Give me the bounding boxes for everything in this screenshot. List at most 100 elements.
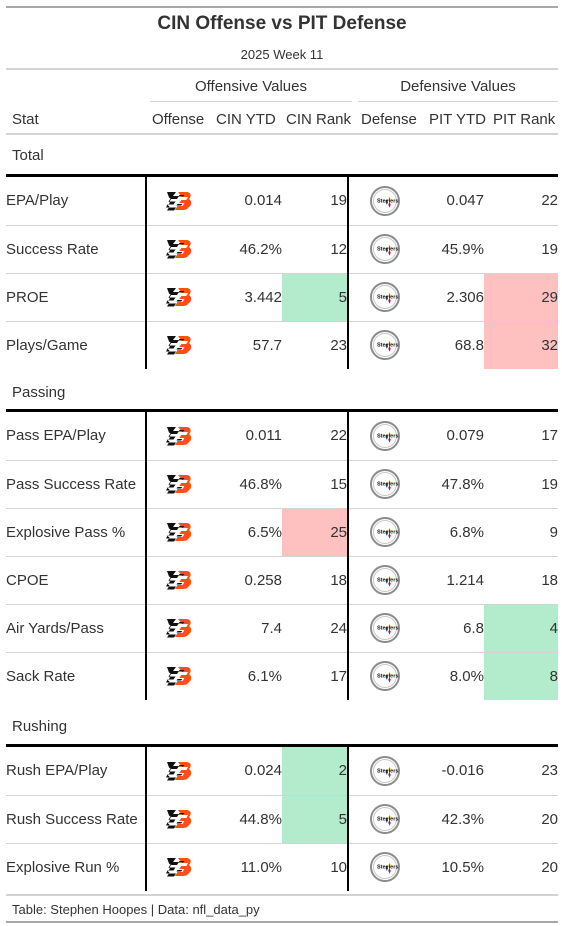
table-row: Pass Success Rate 46.8% 15 Steelers 47.8% 19 [6,460,558,509]
defense-logo-cell: Steelers [347,508,420,557]
cin-ytd-cell: 0.258 [210,556,282,605]
table-row: CPOE 0.258 18 Steelers 1.214 18 [6,556,558,605]
pit-ytd-cell: 45.9% [420,225,484,274]
offense-logo-cell [145,412,210,461]
pit-ytd-cell: 1.214 [420,556,484,605]
bengals-logo-icon [165,761,191,781]
cin-ytd-cell: 3.442 [210,273,282,322]
svg-text:Steelers: Steelers [377,433,398,439]
stat-name-cell: Plays/Game [6,336,88,354]
table-row: Air Yards/Pass 7.4 24 Steelers 6.8 4 [6,604,558,653]
offense-spanner: Offensive Values [194,78,307,95]
bengals-logo-icon [165,336,191,355]
svg-text:Steelers: Steelers [377,578,398,584]
cin-rank-cell: 23 [330,336,347,354]
cin-ytd-cell: 46.2% [210,225,282,274]
pit-ytd-cell: 0.047 [420,177,484,226]
group-divider [6,174,558,177]
svg-text:Steelers: Steelers [377,865,398,871]
offense-spanner-line [150,101,352,102]
svg-text:Steelers: Steelers [377,198,398,204]
table-row: Rush Success Rate 44.8% 5 Steelers 42.3% 20 [6,795,558,844]
defense-logo-cell: Steelers [347,652,420,700]
offense-logo-cell [145,604,210,653]
cin-rank-cell: 22 [282,412,348,461]
steelers-logo-icon: Steelers [369,282,400,312]
pit-rank-cell: 19 [484,460,558,509]
steelers-logo-icon: Steelers [369,469,400,499]
bengals-logo-icon [165,667,191,686]
cin-rank-cell: 25 [282,508,348,557]
steelers-logo-icon: Steelers [369,517,400,547]
steelers-logo-icon: Steelers [369,804,400,834]
column-header-rule [6,133,558,135]
pit-rank-cell: 8 [484,652,558,700]
offense-logo-cell [145,177,210,226]
pit-rank-cell: 19 [484,225,558,274]
table-source-note: Table: Stephen Hoopes | Data: nfl_data_p… [12,902,260,917]
col-header-stat: Stat [12,111,39,128]
stat-name-cell: Success Rate [6,225,146,274]
bengals-logo-icon [165,858,191,877]
defense-logo-cell: Steelers [347,747,420,796]
defense-logo-cell: Steelers [347,225,420,274]
bengals-logo-icon [165,426,191,446]
stat-name-cell: EPA/Play [6,177,146,226]
pit-rank-cell: 18 [484,556,558,605]
bengals-logo-icon [165,191,191,211]
pit-ytd-cell: 10.5% [441,858,484,876]
steelers-logo-icon: Steelers [369,755,400,786]
group-label-passing: Passing [12,384,66,401]
col-header-offense: Offense [152,111,205,128]
offense-logo-cell [145,795,210,844]
group-divider [6,409,558,412]
cin-rank-cell: 24 [282,604,348,653]
pit-ytd-cell: 6.8% [420,508,484,557]
svg-text:Steelers: Steelers [377,674,398,680]
pit-rank-cell: 29 [484,273,558,322]
cin-rank-cell: 19 [282,177,348,226]
defense-spanner-line [358,101,558,102]
col-header-cin-rank: CIN Rank [286,111,352,128]
steelers-logo-icon: Steelers [369,613,400,643]
stat-name-cell: Explosive Run % [6,858,120,876]
table-row: Success Rate 46.2% 12 Steelers 45.9% 19 [6,225,558,274]
offense-logo-cell [145,273,210,322]
offense-logo-cell [145,460,210,509]
svg-text:Steelers: Steelers [377,768,398,774]
pit-rank-cell: 32 [484,321,558,369]
col-header-pit-ytd: PIT YTD [429,111,486,128]
offense-logo-cell [145,747,210,796]
pit-ytd-cell: 2.306 [420,273,484,322]
cin-rank-cell: 17 [330,667,347,685]
group-divider [6,744,558,747]
table-title: CIN Offense vs PIT Defense [157,13,407,34]
defense-logo-cell: Steelers [347,412,420,461]
pit-rank-cell: 22 [484,177,558,226]
cin-ytd-cell: 0.024 [210,747,282,796]
steelers-logo-icon: Steelers [369,330,400,361]
group-table-rushing: Rush EPA/Play 0.024 2 Steelers -0.016 23 Rush … [6,747,558,891]
offense-logo-cell [145,508,210,557]
stat-name-cell: Sack Rate [6,667,76,685]
header-rule [6,68,558,70]
pit-rank-cell: 20 [541,858,558,876]
stat-name-cell: Explosive Pass % [6,508,146,557]
defense-logo-cell: Steelers [347,604,420,653]
pit-rank-cell: 23 [484,747,558,796]
stat-name-cell: Air Yards/Pass [6,604,146,653]
table-row: Pass EPA/Play 0.011 22 Steelers 0.079 17 [6,412,558,461]
group-table-total: EPA/Play 0.014 19 Steelers 0.047 22 Success Ra… [6,177,558,369]
svg-text:Steelers: Steelers [377,482,398,488]
svg-text:Steelers: Steelers [377,626,398,632]
svg-text:Steelers: Steelers [377,817,398,823]
defense-logo-cell: Steelers [347,273,420,322]
stat-name-cell: CPOE [6,556,146,605]
defense-logo-cell: Steelers [347,177,420,226]
pit-ytd-cell: 68.8 [454,336,484,354]
col-header-cin-ytd: CIN YTD [216,111,276,128]
pit-ytd-cell: -0.016 [420,747,484,796]
defense-logo-cell: Steelers [347,556,420,605]
bengals-logo-icon [165,240,191,259]
steelers-logo-icon: Steelers [369,185,400,216]
